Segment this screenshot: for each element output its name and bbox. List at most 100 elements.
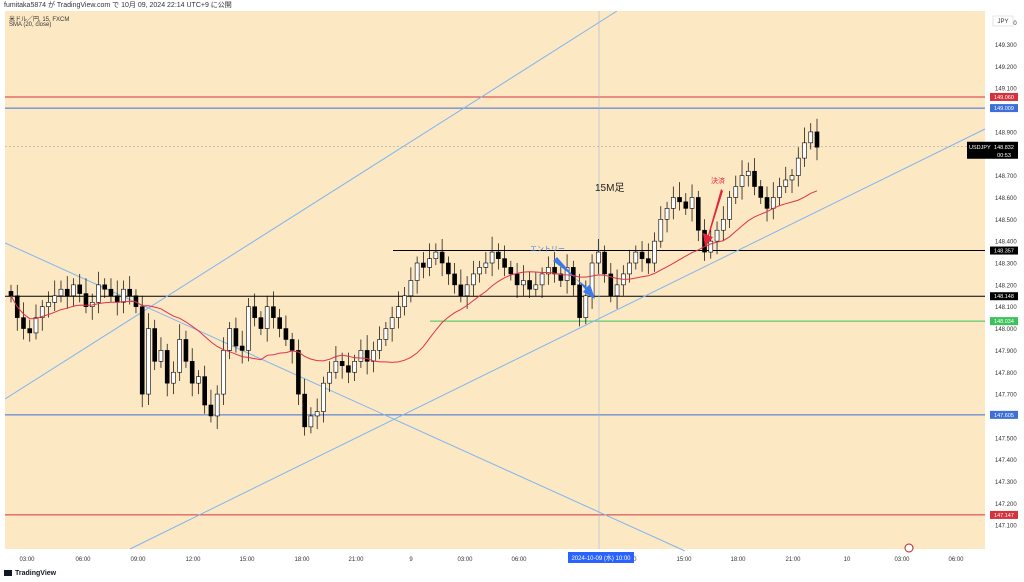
candle-body [689, 197, 695, 209]
symbol-legend: 米ドル／円, 15, FXCM [9, 17, 70, 23]
sma-legend: SMA (20, close) [9, 22, 52, 28]
currency-label: JPY [997, 19, 1008, 25]
candle-body [96, 284, 101, 303]
candle-body [39, 306, 45, 318]
candle-body [283, 328, 289, 340]
candle-body [614, 284, 620, 297]
candle-body [196, 376, 201, 384]
candle-body [352, 361, 357, 373]
candle-body [564, 267, 570, 281]
time-tick-label: 21:00 [785, 557, 801, 563]
candle-body [264, 306, 270, 329]
price-chart[interactable]: 15M足エントリー決済149.400149.300149.200149.1001… [5, 11, 1024, 567]
time-tick-label: 03:00 [894, 557, 910, 563]
exit-arrow-icon [703, 189, 723, 247]
price-tick-label: 147.100 [995, 524, 1017, 530]
candle-body [421, 262, 426, 268]
candle-body [396, 306, 401, 318]
candle-body [389, 317, 395, 329]
time-tick-label: 10 [844, 557, 851, 563]
price-tick-label: 148.600 [995, 196, 1017, 202]
current-price-countdown: 00:53 [997, 153, 1011, 159]
current-price-value: 148.832 [994, 145, 1014, 151]
candle-body [727, 197, 732, 220]
candle-body [146, 328, 151, 395]
candle-body [189, 361, 195, 384]
candle-body [277, 317, 282, 329]
candle-body [21, 317, 26, 329]
level-price-tag [990, 104, 1018, 113]
entry-label: エントリー [530, 246, 565, 253]
candle-body [83, 293, 89, 307]
candle-body [364, 350, 370, 362]
candle-body [770, 197, 776, 209]
plot-background [5, 11, 985, 549]
current-price-symbol: USDJPY [969, 145, 991, 151]
time-cursor-label: 2024-10-09 (水) 10:00 [571, 554, 631, 562]
candle-body [464, 284, 470, 297]
candle-body [371, 350, 376, 362]
entry-arrow-icon [553, 257, 595, 299]
price-tick-label: 147.400 [995, 458, 1017, 464]
candle-body [695, 197, 701, 231]
price-tick-label: 148.300 [995, 262, 1017, 268]
candle-body [477, 267, 482, 275]
exit-label: 決済 [711, 176, 725, 185]
timeframe-label: 15M足 [595, 182, 624, 194]
publish-info: fumitaka5874 が TradingView.com で 10月 09,… [0, 0, 1024, 11]
level-price-tag [990, 410, 1018, 419]
candle-body [202, 376, 207, 406]
price-axis-background [985, 11, 1024, 567]
time-tick-label: 09:00 [130, 557, 146, 563]
candle-body [670, 197, 676, 209]
candle-body [652, 240, 657, 264]
candle-body [489, 251, 495, 264]
level-price-tag-label: 147.605 [994, 413, 1014, 419]
level-price-tag [990, 292, 1018, 301]
candle-body [377, 339, 382, 351]
candle-body [714, 229, 720, 242]
level-price-tag-label: 149.009 [994, 106, 1014, 112]
price-tick-label: 147.700 [995, 393, 1017, 399]
candle-body [52, 295, 58, 303]
level-price-tag-label: 147.147 [994, 513, 1014, 519]
candle-body [164, 350, 170, 384]
level-price-tag [990, 510, 1018, 519]
candle-body [227, 328, 232, 351]
candle-body [802, 142, 807, 159]
time-tick-label: 03:00 [19, 557, 35, 563]
candle-body [546, 267, 551, 275]
candle-body [483, 262, 489, 268]
time-tick-label: 12:00 [185, 557, 201, 563]
candle-body [233, 328, 239, 347]
candle-body [427, 258, 432, 268]
candle-body [102, 284, 108, 290]
candle-body [71, 284, 76, 297]
candle-body [783, 179, 789, 187]
price-tick-label: 148.200 [995, 283, 1017, 289]
candle-body [402, 295, 407, 307]
candle-body [408, 280, 414, 297]
candle-body [777, 186, 782, 198]
price-tick-label: 148.900 [995, 130, 1017, 136]
candle-body [177, 339, 182, 373]
trendline-rising-upper [5, 11, 618, 400]
candle-body [789, 175, 795, 181]
candle-body [414, 262, 420, 281]
candle-body [152, 328, 158, 362]
candle-body [258, 317, 264, 329]
price-tick-label: 148.700 [995, 174, 1017, 180]
candle-body [539, 273, 545, 286]
candle-body [158, 350, 164, 362]
candle-body [452, 273, 457, 286]
candle-body [252, 306, 257, 318]
candle-body [814, 131, 820, 148]
candle-body [27, 328, 33, 334]
candle-body [208, 404, 214, 417]
chart-canvas[interactable]: 15M足エントリー決済149.400149.300149.200149.1001… [5, 11, 1024, 567]
sma-line [10, 190, 818, 363]
candle-body [739, 175, 745, 187]
candle-body [221, 350, 226, 395]
candle-body [558, 273, 564, 281]
candle-body [471, 273, 476, 286]
